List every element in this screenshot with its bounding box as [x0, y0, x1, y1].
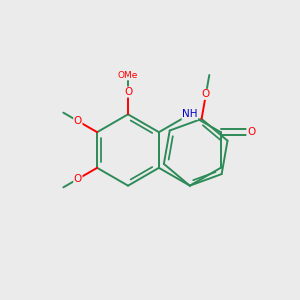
Text: O: O [124, 87, 132, 97]
Text: NH: NH [182, 109, 198, 119]
Text: O: O [74, 116, 82, 126]
Text: O: O [247, 127, 255, 137]
Text: O: O [74, 174, 82, 184]
Text: O: O [202, 89, 210, 99]
Text: OMe: OMe [118, 71, 138, 80]
